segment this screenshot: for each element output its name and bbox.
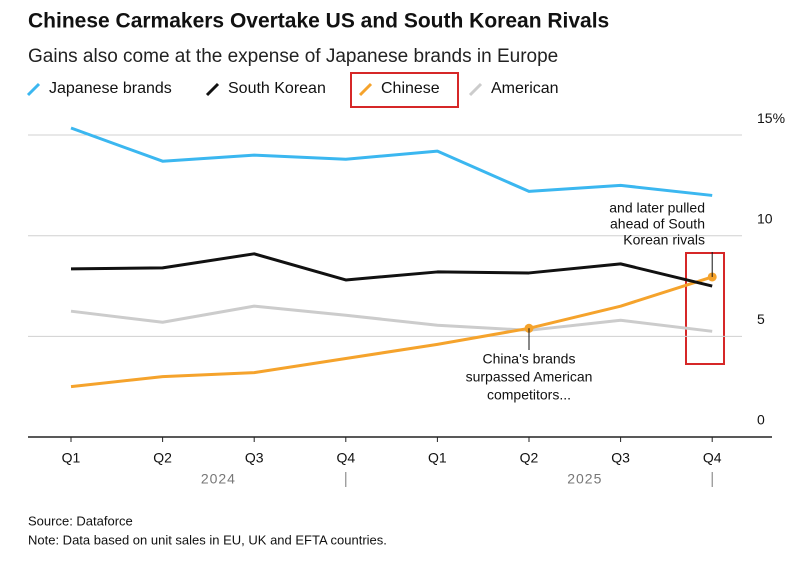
series-line xyxy=(70,252,713,288)
legend-label: American xyxy=(491,80,559,97)
x-tick-label: Q3 xyxy=(611,450,630,466)
annotation: Korean rivals xyxy=(623,232,705,248)
x-tick-label: Q4 xyxy=(703,450,722,466)
series-line xyxy=(70,126,713,197)
annotation: China's brands xyxy=(483,351,576,367)
chart-title: Chinese Carmakers Overtake US and South … xyxy=(28,10,609,33)
source: Source: Dataforce xyxy=(28,513,133,528)
year-label: 2025 xyxy=(567,471,602,487)
x-tick-label: Q4 xyxy=(336,450,355,466)
legend-label: South Korean xyxy=(228,80,326,97)
chart-subtitle: Gains also come at the expense of Japane… xyxy=(28,46,558,67)
annotation: surpassed American xyxy=(466,369,593,385)
annotation: and later pulled xyxy=(609,200,705,216)
highlight-box xyxy=(685,252,725,365)
highlight-box xyxy=(350,72,459,108)
x-tick-label: Q3 xyxy=(245,450,264,466)
legend-swatch xyxy=(358,82,373,97)
legend-swatch xyxy=(468,82,483,97)
note: Note: Data based on unit sales in EU, UK… xyxy=(28,532,387,547)
annotation: competitors... xyxy=(487,387,571,403)
y-tick-label: 5 xyxy=(757,311,765,327)
annotation: ahead of South xyxy=(610,216,705,232)
legend-label: Japanese brands xyxy=(49,80,172,97)
legend-label: Chinese xyxy=(381,80,440,97)
series-line xyxy=(70,275,713,389)
legend-swatch xyxy=(205,82,220,97)
x-tick-label: Q2 xyxy=(520,450,539,466)
year-label: 2024 xyxy=(201,471,236,487)
legend-swatch xyxy=(26,82,41,97)
series-line xyxy=(70,304,713,333)
x-tick-label: Q1 xyxy=(428,450,447,466)
x-tick-label: Q2 xyxy=(153,450,172,466)
y-tick-label: 0 xyxy=(757,412,765,428)
y-tick-label: 15% xyxy=(757,110,785,126)
y-tick-label: 10 xyxy=(757,210,773,226)
x-tick-label: Q1 xyxy=(62,450,81,466)
